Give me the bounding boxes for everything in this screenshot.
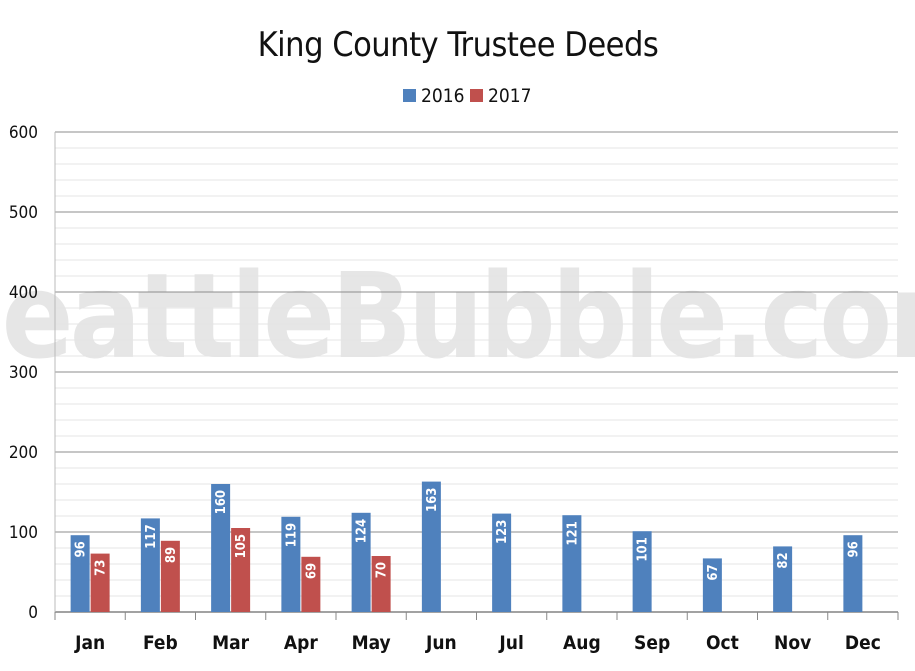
bar-2017-apr — [301, 556, 321, 612]
legend-label: 2016 — [421, 85, 465, 107]
x-tick-label: Mar — [212, 632, 250, 654]
x-tick-label: Nov — [774, 632, 811, 654]
x-tick-label: May — [352, 632, 391, 654]
y-tick-label: 600 — [9, 123, 38, 143]
bar-2016-aug — [562, 515, 582, 612]
bar-data-label: 73 — [94, 560, 109, 576]
y-tick-label: 300 — [9, 363, 38, 383]
bar-2016-jul — [492, 513, 512, 612]
bar-data-label: 117 — [144, 524, 159, 548]
bar-data-label: 69 — [304, 563, 319, 579]
y-tick-label: 0 — [28, 603, 38, 623]
bar-2016-may — [351, 512, 371, 612]
bar-data-label: 160 — [214, 490, 229, 514]
chart-title: King County Trustee Deeds — [258, 25, 659, 65]
bar-2017-may — [371, 556, 391, 612]
x-tick-label: Dec — [845, 632, 881, 654]
axes: 0 100 200 300 400 500 600 Jan Feb Mar Apr May Jun Jul… — [9, 123, 899, 654]
bar-data-label: 123 — [495, 520, 510, 544]
bar-data-label: 101 — [636, 537, 651, 561]
bar-2016-dec — [843, 535, 863, 612]
x-tick-label: Apr — [284, 632, 318, 654]
bar-2017-mar — [231, 528, 251, 612]
bar-2016-feb — [140, 518, 160, 612]
bar-data-label: 89 — [164, 547, 179, 563]
bar-2016-mar — [211, 484, 231, 612]
data-labels: 96 117 160 119 124 163 123 121 101 67 82 96 73 89 105 6… — [74, 488, 862, 581]
x-tick-label: Feb — [143, 632, 178, 654]
y-tick-label: 500 — [9, 203, 38, 223]
watermark-text: SeattleBubble.com — [0, 247, 915, 385]
bar-data-label: 96 — [74, 541, 89, 557]
legend-swatch — [470, 89, 483, 102]
bar-2017-jan — [90, 553, 110, 612]
legend-swatch — [403, 89, 416, 102]
x-tick-label: Jul — [498, 632, 523, 654]
y-tick-label: 100 — [9, 523, 38, 543]
legend-label: 2017 — [488, 85, 532, 107]
bar-data-label: 124 — [355, 519, 370, 543]
y-tick-label: 400 — [9, 283, 38, 303]
x-tick-label: Aug — [563, 632, 601, 654]
bar-2016-apr — [281, 516, 301, 612]
legend-item-2017: 2017 — [470, 85, 532, 107]
bar-2016-nov — [773, 546, 793, 612]
x-tick-label: Jan — [74, 632, 105, 654]
bar-2016-oct — [702, 558, 722, 612]
bar-2016-jan — [70, 535, 90, 612]
legend-item-2016: 2016 — [403, 85, 465, 107]
bar-data-label: 119 — [284, 523, 299, 547]
x-tick-label: Jun — [425, 632, 457, 654]
x-tick-label: Sep — [634, 632, 670, 654]
gridlines — [55, 131, 898, 613]
bar-data-label: 163 — [425, 488, 440, 512]
bar-2016-jun — [421, 481, 441, 612]
y-tick-label: 200 — [9, 443, 38, 463]
bar-data-label: 96 — [846, 541, 861, 557]
x-tick-label: Oct — [706, 632, 739, 654]
bar-data-label: 82 — [776, 552, 791, 568]
bar-2016-sep — [632, 531, 652, 612]
bar-data-label: 105 — [234, 534, 249, 558]
bars — [70, 481, 863, 612]
bar-2017-feb — [160, 540, 180, 612]
bar-data-label: 70 — [375, 562, 390, 578]
legend: 2016 2017 — [403, 85, 532, 107]
bar-data-label: 67 — [706, 564, 721, 580]
bar-data-label: 121 — [565, 521, 580, 545]
